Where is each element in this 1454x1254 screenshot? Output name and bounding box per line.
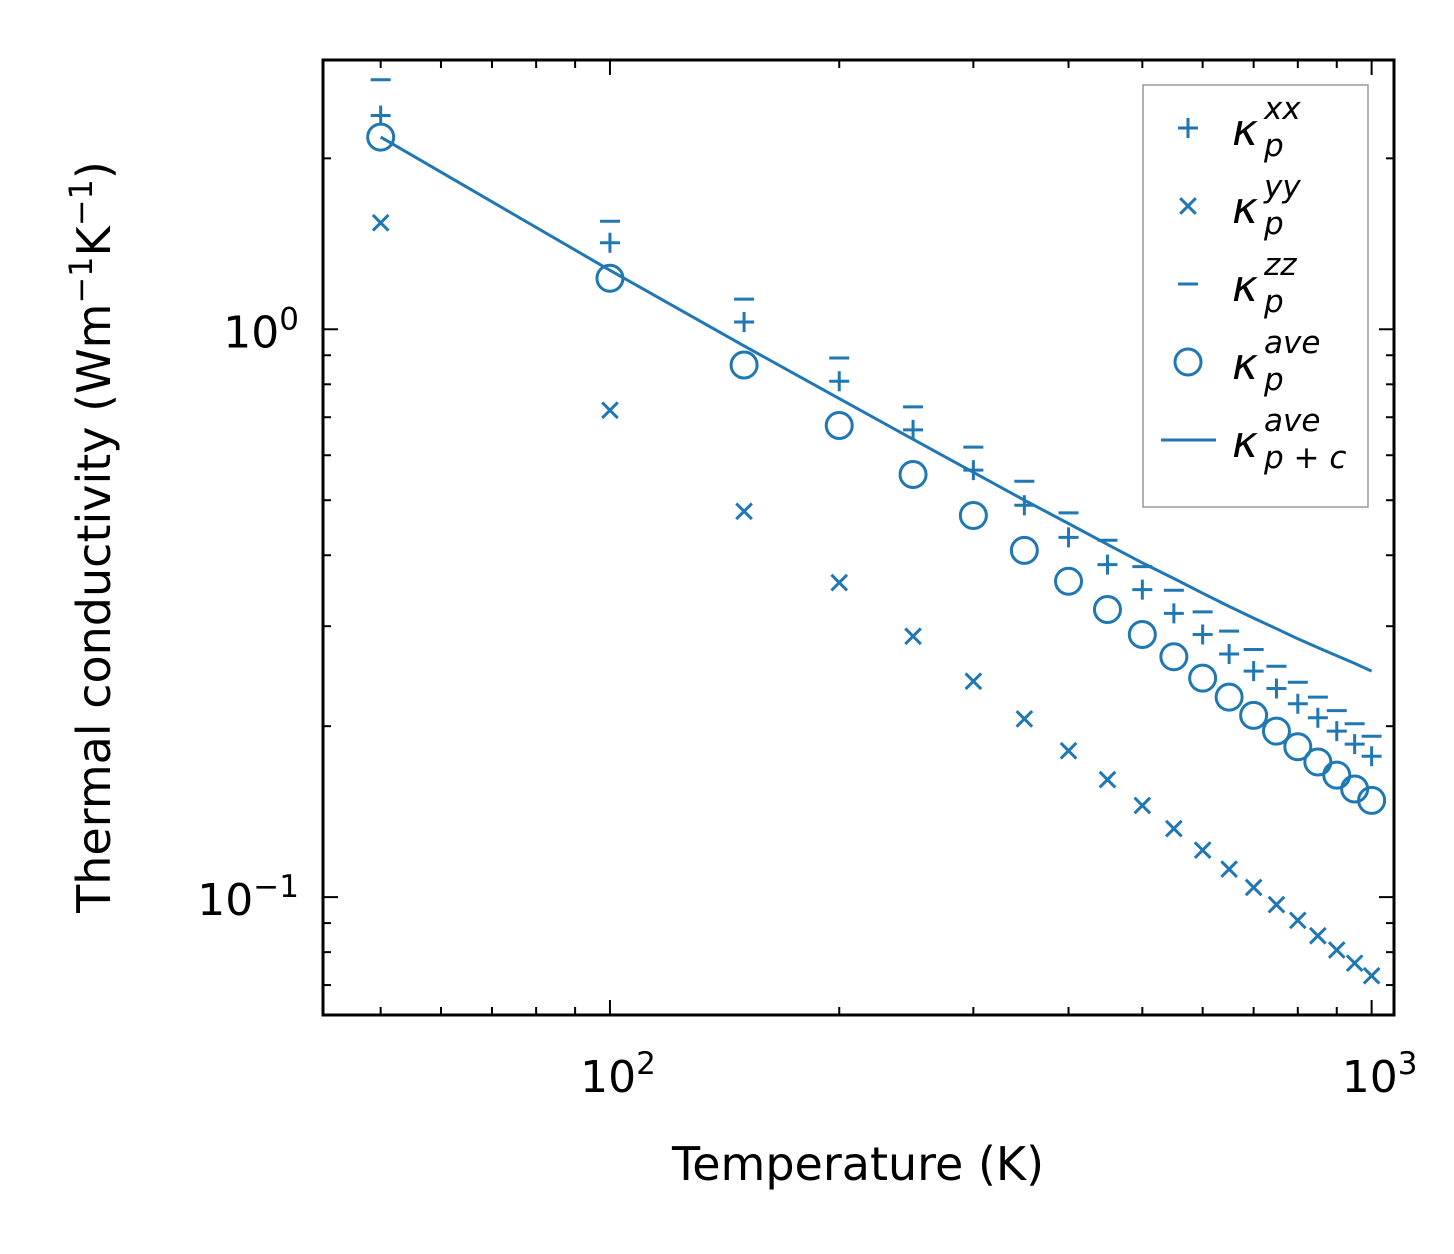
legend: κ xx pκ yy pκ zz pκ ave pκ ave p + c xyxy=(1143,85,1368,507)
x-axis-label: Temperature (K) xyxy=(671,1137,1044,1191)
thermal-conductivity-chart: 102 10310−1100 Temperature (K) Thermal co… xyxy=(0,0,1454,1254)
